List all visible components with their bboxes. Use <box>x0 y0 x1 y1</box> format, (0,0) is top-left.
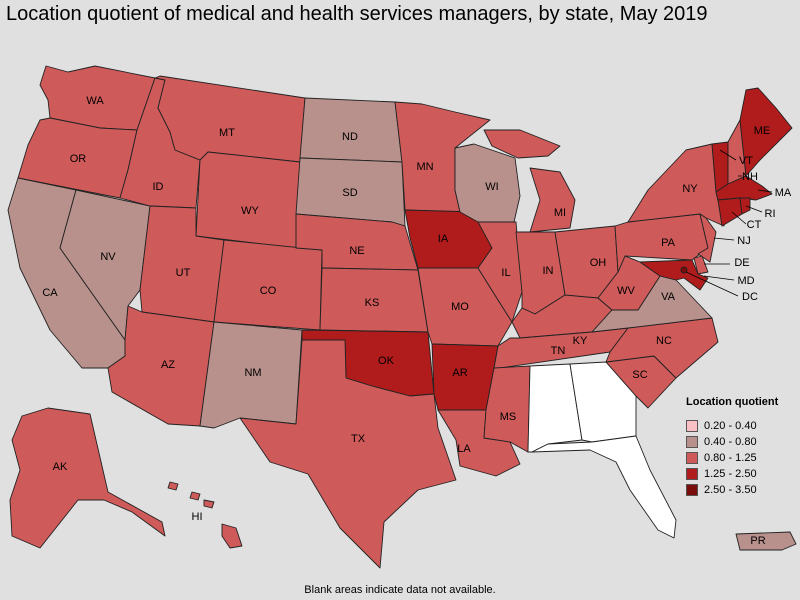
legend-swatch <box>686 436 698 448</box>
state-NJ[interactable] <box>697 213 717 263</box>
leader-line-MD <box>703 275 735 281</box>
state-label-VA: VA <box>661 291 676 303</box>
state-label-NE: NE <box>349 245 364 257</box>
state-label-WI: WI <box>485 181 498 193</box>
map-legend: Location quotient 0.20 - 0.40 0.40 - 0.80… <box>686 396 798 498</box>
state-DE[interactable] <box>693 255 709 275</box>
legend-swatch <box>686 484 698 496</box>
state-label-CA: CA <box>42 287 58 299</box>
state-label-MS: MS <box>500 411 517 423</box>
footnote: Blank areas indicate data not available. <box>304 584 496 596</box>
legend-label: 2.50 - 3.50 <box>704 484 757 496</box>
state-label-WY: WY <box>241 205 259 217</box>
state-PR[interactable] <box>735 531 797 551</box>
leader-line-VT <box>719 149 737 161</box>
state-TX[interactable] <box>239 339 457 569</box>
state-label-TN: TN <box>551 345 566 357</box>
state-label-NJ: NJ <box>737 235 750 247</box>
state-label-MO: MO <box>451 301 469 313</box>
legend-title: Location quotient <box>686 396 779 408</box>
legend-swatch <box>686 452 698 464</box>
state-label-ND: ND <box>342 131 358 143</box>
state-label-NC: NC <box>656 335 672 347</box>
state-label-MD: MD <box>737 275 754 287</box>
state-label-AR: AR <box>452 367 467 379</box>
legend-label: 0.40 - 0.80 <box>704 436 757 448</box>
state-label-VT: VT <box>739 155 753 167</box>
state-label-MN: MN <box>416 161 433 173</box>
state-ND[interactable] <box>299 97 403 163</box>
state-CT[interactable] <box>717 197 743 227</box>
state-HI-3[interactable] <box>203 499 215 509</box>
legend-row: 2.50 - 3.50 <box>686 482 798 498</box>
legend-label: 0.20 - 0.40 <box>704 420 757 432</box>
legend-row: 0.80 - 1.25 <box>686 450 798 466</box>
state-label-UT: UT <box>176 267 191 279</box>
leader-line-CT <box>731 211 747 225</box>
state-label-NH: NH <box>742 171 758 183</box>
legend-label: 0.80 - 1.25 <box>704 452 757 464</box>
state-label-CT: CT <box>747 219 762 231</box>
state-label-RI: RI <box>765 208 776 220</box>
state-label-DE: DE <box>734 257 749 269</box>
state-label-AZ: AZ <box>161 359 175 371</box>
state-label-OR: OR <box>70 153 87 165</box>
legend-swatch <box>686 420 698 432</box>
state-label-OH: OH <box>590 257 607 269</box>
state-label-AK: AK <box>53 461 68 473</box>
state-label-DC: DC <box>742 291 758 303</box>
state-ME[interactable] <box>739 87 793 177</box>
state-label-SC: SC <box>632 369 647 381</box>
state-label-ID: ID <box>153 181 164 193</box>
state-WY[interactable] <box>195 151 301 249</box>
state-MI[interactable] <box>529 167 576 233</box>
state-HI-2[interactable] <box>189 491 201 501</box>
leader-line-DC <box>685 271 739 297</box>
state-label-WV: WV <box>617 285 635 297</box>
state-labels: WA OR CA NV ID MT WY UT AZ CO NM ND SD NE KS OK TX MN IA MO… <box>42 95 792 547</box>
legend-row: 0.40 - 0.80 <box>686 434 798 450</box>
state-label-IL: IL <box>501 267 510 279</box>
state-label-WA: WA <box>86 95 104 107</box>
state-HI[interactable] <box>221 523 243 549</box>
legend-label: 1.25 - 2.50 <box>704 468 757 480</box>
map-title: Location quotient of medical and health … <box>6 3 708 25</box>
state-label-NY: NY <box>682 183 698 195</box>
state-RI[interactable] <box>739 197 751 215</box>
state-label-MA: MA <box>775 187 792 199</box>
state-label-ME: ME <box>754 125 771 137</box>
state-label-IN: IN <box>543 265 554 277</box>
leader-line-RI <box>745 205 763 213</box>
state-label-MI: MI <box>554 207 566 219</box>
state-MI-upper[interactable] <box>483 129 561 159</box>
state-label-MT: MT <box>219 127 235 139</box>
state-MD[interactable] <box>639 259 709 291</box>
legend-row: 0.20 - 0.40 <box>686 418 798 434</box>
state-label-PA: PA <box>661 237 676 249</box>
state-label-OK: OK <box>378 355 395 367</box>
state-label-CO: CO <box>260 285 277 297</box>
state-label-LA: LA <box>457 443 471 455</box>
state-label-SD: SD <box>342 187 357 199</box>
state-label-NM: NM <box>244 367 261 379</box>
leader-line-NJ <box>713 237 735 241</box>
state-label-IA: IA <box>438 233 449 245</box>
state-AK[interactable] <box>9 407 166 549</box>
state-HI-4[interactable] <box>167 481 179 491</box>
legend-row: 1.25 - 2.50 <box>686 466 798 482</box>
legend-swatch <box>686 468 698 480</box>
state-DC[interactable] <box>680 266 688 274</box>
state-FL[interactable] <box>531 435 677 539</box>
leader-line-MA <box>757 189 773 193</box>
state-label-PR: PR <box>750 535 765 547</box>
state-label-KY: KY <box>573 335 588 347</box>
state-MT[interactable] <box>154 75 306 163</box>
state-label-KS: KS <box>365 297 380 309</box>
state-NY[interactable] <box>627 143 725 227</box>
state-label-TX: TX <box>351 433 366 445</box>
state-label-HI: HI <box>192 511 203 523</box>
state-label-NV: NV <box>100 251 116 263</box>
